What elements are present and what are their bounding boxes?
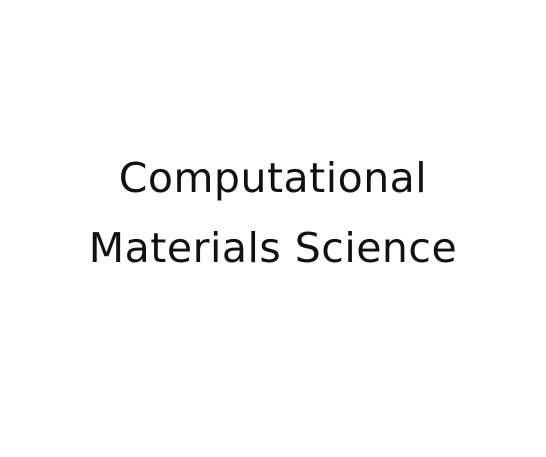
title-line-1: Computational (118, 154, 428, 202)
title: Computational Materials Science (0, 154, 546, 272)
title-line-2: Materials Science (88, 224, 458, 272)
